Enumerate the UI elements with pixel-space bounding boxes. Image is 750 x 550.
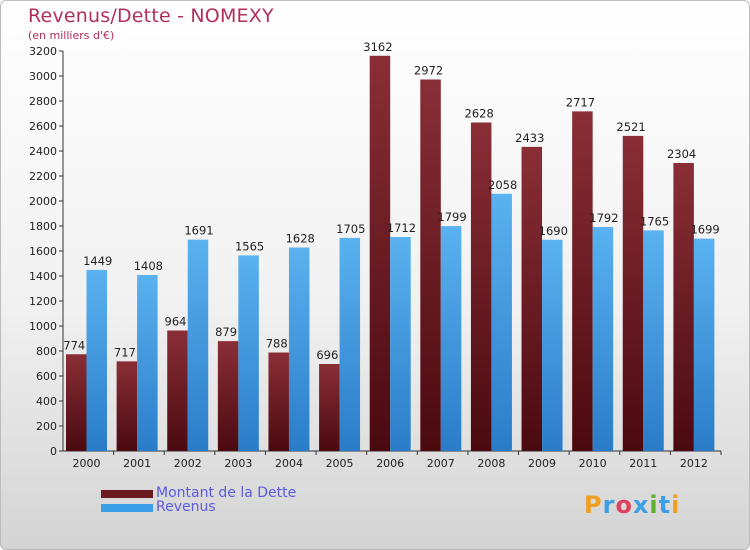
logo-letter: P — [584, 491, 603, 519]
bar-debt — [470, 122, 492, 451]
bar-debt — [420, 79, 441, 451]
bar-revenue — [288, 247, 310, 451]
y-tick-label: 200 — [36, 420, 57, 433]
data-label-debt: 2521 — [616, 120, 645, 134]
bar-debt — [622, 135, 644, 451]
data-label-revenue: 1628 — [286, 232, 315, 246]
data-label-revenue: 1449 — [83, 254, 112, 268]
logo-letter: i — [671, 491, 681, 519]
x-tick-label: 2001 — [123, 457, 151, 470]
data-label-revenue: 1690 — [539, 224, 568, 238]
logo-letter: t — [658, 491, 672, 519]
data-label-debt: 717 — [114, 345, 136, 359]
y-tick-label: 1600 — [29, 245, 57, 258]
bar-debt — [673, 163, 694, 451]
bar-debt — [319, 364, 340, 451]
bar-revenue — [643, 230, 664, 451]
data-label-revenue: 1699 — [690, 223, 719, 237]
bar-revenue — [86, 269, 107, 451]
bar-debt — [369, 55, 391, 451]
bar-debt — [521, 146, 543, 451]
y-tick-label: 1800 — [29, 220, 57, 233]
data-label-debt: 2433 — [515, 131, 544, 145]
chart-subtitle: (en milliers d'€) — [28, 29, 115, 42]
legend-swatch-revenue — [101, 504, 153, 512]
y-tick-label: 2800 — [29, 95, 57, 108]
legend-swatch-debt — [101, 490, 153, 498]
x-tick-label: 2012 — [680, 457, 708, 470]
y-tick-label: 2200 — [29, 170, 57, 183]
y-tick-label: 1400 — [29, 270, 57, 283]
legend-label-debt: Montant de la Dette — [156, 485, 297, 501]
y-tick-label: 1200 — [29, 295, 57, 308]
bar-revenue — [137, 275, 158, 451]
data-label-debt: 2628 — [465, 107, 494, 121]
data-label-debt: 788 — [266, 337, 288, 351]
data-label-debt: 774 — [63, 338, 85, 352]
y-tick-label: 0 — [50, 445, 57, 458]
data-label-revenue: 2058 — [488, 178, 517, 192]
data-label-debt: 3162 — [363, 40, 392, 54]
bar-revenue — [693, 238, 715, 451]
y-tick-label: 400 — [36, 395, 57, 408]
data-label-revenue: 1565 — [235, 239, 264, 253]
bar-revenue — [187, 239, 209, 451]
bar-revenue — [339, 237, 361, 451]
y-tick-label: 3000 — [29, 70, 57, 83]
x-tick-label: 2007 — [427, 457, 455, 470]
y-tick-label: 600 — [36, 370, 57, 383]
chart-title: Revenus/Dette - NOMEXY — [28, 5, 274, 27]
x-tick-label: 2005 — [326, 457, 354, 470]
data-label-revenue: 1408 — [134, 259, 163, 273]
logo-letter: i — [649, 491, 659, 519]
data-label-debt: 2717 — [566, 95, 595, 109]
x-tick-label: 2009 — [528, 457, 556, 470]
logo-letter: x — [632, 491, 650, 519]
bar-revenue — [542, 239, 563, 451]
data-label-debt: 2304 — [667, 147, 696, 161]
data-label-revenue: 1765 — [640, 214, 669, 228]
logo-letter: r — [602, 491, 616, 519]
bar-revenue — [440, 226, 462, 451]
data-label-revenue: 1712 — [387, 221, 416, 235]
y-tick-label: 1000 — [29, 320, 57, 333]
x-tick-label: 2002 — [174, 457, 202, 470]
y-tick-label: 3200 — [29, 45, 57, 58]
x-tick-label: 2011 — [629, 457, 657, 470]
bar-revenue — [491, 193, 512, 451]
bar-debt — [116, 361, 138, 451]
x-tick-label: 2006 — [376, 457, 404, 470]
bar-debt — [572, 111, 593, 451]
data-label-debt: 964 — [165, 315, 187, 329]
data-label-revenue: 1691 — [184, 224, 213, 238]
x-tick-label: 2004 — [275, 457, 303, 470]
y-tick-label: 2400 — [29, 145, 57, 158]
y-tick-label: 2000 — [29, 195, 57, 208]
x-tick-label: 2000 — [73, 457, 101, 470]
y-tick-label: 800 — [36, 345, 57, 358]
y-tick-label: 2600 — [29, 120, 57, 133]
x-tick-label: 2010 — [579, 457, 607, 470]
data-label-revenue: 1799 — [437, 210, 466, 224]
bar-debt — [66, 354, 87, 451]
data-label-debt: 2972 — [414, 64, 443, 78]
x-tick-label: 2008 — [477, 457, 505, 470]
data-label-revenue: 1792 — [589, 211, 618, 225]
data-label-debt: 879 — [215, 325, 237, 339]
bar-debt — [268, 352, 289, 451]
bar-revenue — [592, 227, 614, 451]
x-tick-label: 2003 — [224, 457, 252, 470]
legend-label-revenue: Revenus — [156, 499, 216, 515]
data-label-revenue: 1705 — [336, 222, 365, 236]
data-label-debt: 696 — [316, 348, 338, 362]
bar-revenue — [238, 255, 259, 451]
logo-letter: o — [615, 491, 633, 519]
proxiti-logo: Proxiti — [584, 491, 680, 519]
bar-debt — [167, 330, 188, 451]
bar-revenue — [390, 237, 411, 451]
bar-debt — [217, 341, 239, 451]
